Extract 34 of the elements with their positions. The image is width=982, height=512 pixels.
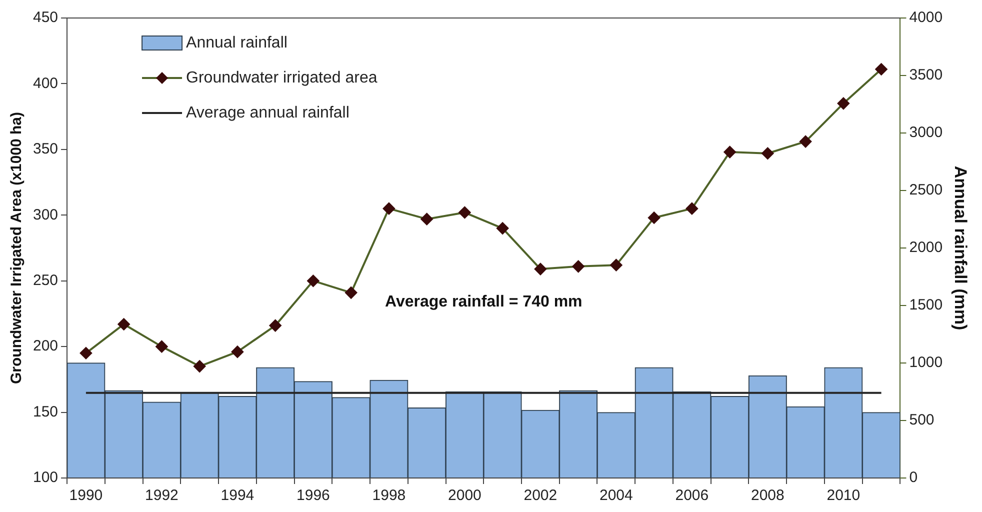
- x-tick-label: 2006: [675, 487, 709, 504]
- x-tick-label: 2004: [599, 487, 633, 504]
- y2-tick-label: 0: [909, 469, 918, 486]
- y2-tick-label: 1000: [909, 354, 943, 372]
- y-tick-label: 450: [32, 9, 58, 26]
- y-tick-label: 250: [32, 272, 58, 289]
- y2-tick-label: 1500: [909, 296, 943, 314]
- y2-axis-title: Annual rainfall (mm): [951, 166, 970, 330]
- x-tick-label: 2002: [524, 487, 558, 504]
- y2-tick-label: 2500: [909, 182, 943, 199]
- y-tick-label: 300: [32, 206, 58, 224]
- x-tick-label: 1990: [69, 487, 103, 504]
- y2-tick-label: 500: [909, 412, 934, 429]
- y2-tick-label: 4000: [909, 9, 943, 26]
- y-tick-label: 100: [32, 469, 58, 486]
- x-tick-label: 1996: [296, 487, 330, 504]
- x-tick-label: 1992: [145, 487, 178, 504]
- y-tick-label: 150: [32, 403, 58, 420]
- x-tick-label: 2000: [448, 487, 482, 504]
- y2-tick-label: 3500: [909, 66, 943, 84]
- legend-label: Groundwater irrigated area: [186, 69, 378, 86]
- legend-label: Average annual rainfall: [186, 104, 350, 122]
- annotation: Average rainfall = 740 mm: [384, 294, 582, 311]
- x-tick-label: 2008: [750, 487, 784, 504]
- y-tick-label: 200: [32, 338, 58, 355]
- y-tick-label: 400: [32, 74, 58, 92]
- x-tick-label: 1994: [220, 487, 254, 504]
- x-tick-label: 2010: [826, 487, 860, 504]
- y-tick-label: 350: [32, 140, 58, 158]
- y2-tick-label: 2000: [909, 239, 943, 256]
- y-axis-title: Groundwater Irrigated Area (x1000 ha): [8, 112, 26, 384]
- x-tick-label: 1998: [372, 487, 406, 504]
- y2-tick-label: 3000: [909, 124, 943, 142]
- legend-label: Annual rainfall: [186, 34, 288, 52]
